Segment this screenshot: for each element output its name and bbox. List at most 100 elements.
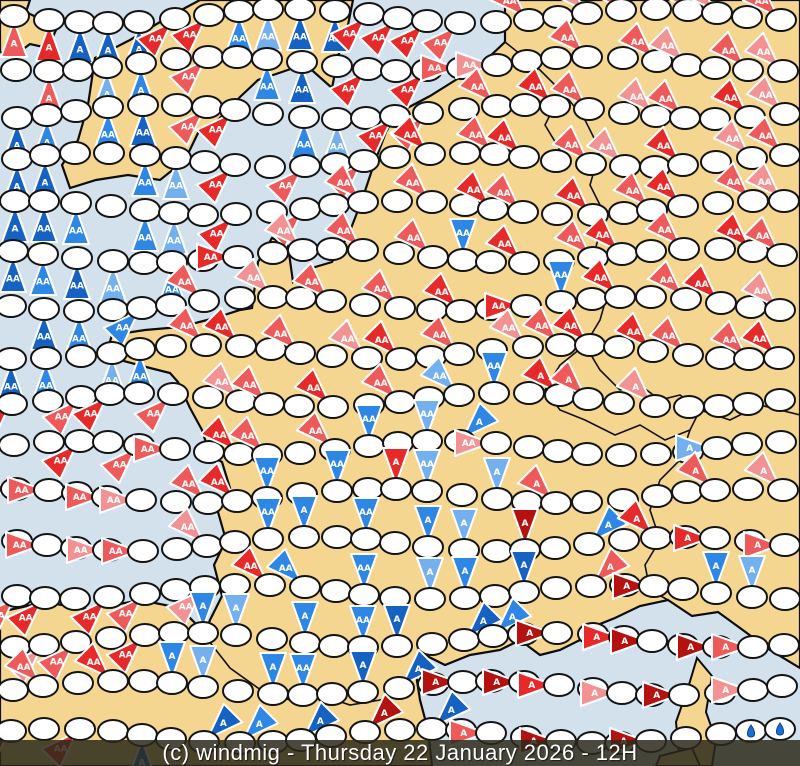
bird-ellipse bbox=[446, 483, 478, 507]
wind-glyph bbox=[509, 93, 541, 117]
wind-glyph bbox=[60, 99, 92, 123]
bird-ellipse bbox=[92, 430, 124, 454]
wind-glyph: A bbox=[612, 572, 670, 600]
bird-ellipse bbox=[347, 680, 379, 704]
wind-strength-label: AA bbox=[297, 141, 311, 151]
wind-strength-label: AA bbox=[567, 235, 581, 245]
bird-ellipse bbox=[61, 246, 93, 270]
wind-glyph bbox=[640, 442, 672, 466]
wind-glyph: AA bbox=[644, 209, 700, 261]
bird-ellipse bbox=[347, 238, 379, 262]
wind-strength-label: A bbox=[687, 643, 694, 653]
wind-glyph bbox=[381, 189, 413, 213]
wind-glyph: AA bbox=[478, 351, 510, 405]
wind-glyph bbox=[513, 381, 545, 405]
wind-glyph: A bbox=[347, 650, 379, 704]
wind-glyph bbox=[480, 10, 512, 34]
wind-strength-label: A bbox=[653, 691, 660, 701]
bird-ellipse bbox=[667, 577, 699, 601]
bird-ellipse bbox=[508, 251, 540, 275]
bird-ellipse bbox=[189, 150, 221, 174]
wind-strength-label: A bbox=[77, 46, 84, 56]
wind-strength-label: A bbox=[605, 521, 612, 531]
wind-strength-label: A bbox=[476, 418, 483, 428]
wind-glyph: AA bbox=[355, 104, 411, 156]
wind-glyph bbox=[571, 490, 603, 514]
wind-glyph: AA bbox=[101, 537, 159, 565]
wind-glyph: AA bbox=[129, 143, 161, 197]
bird-ellipse bbox=[381, 189, 413, 213]
bird-ellipse bbox=[512, 335, 544, 359]
wind-strength-label: AA bbox=[209, 181, 223, 191]
wind-glyph bbox=[62, 671, 94, 695]
wind-glyph: AA bbox=[643, 125, 699, 177]
wind-glyph bbox=[448, 97, 480, 121]
bird-ellipse bbox=[703, 394, 735, 418]
wind-strength-label: AA bbox=[181, 123, 195, 133]
bird-ellipse bbox=[160, 47, 192, 71]
bird-ellipse bbox=[353, 434, 385, 458]
wind-glyph: AA bbox=[321, 107, 353, 161]
bird-ellipse bbox=[701, 1, 733, 25]
wind-glyph bbox=[257, 241, 289, 265]
wind-glyph: AA bbox=[158, 201, 190, 255]
bird-ellipse bbox=[28, 189, 60, 213]
wind-glyph: AA bbox=[252, 497, 284, 551]
wind-glyph bbox=[540, 576, 572, 600]
wind-glyph bbox=[155, 334, 187, 358]
wind-strength-label: AA bbox=[107, 496, 121, 506]
bird-ellipse bbox=[123, 381, 155, 405]
wind-glyph: A bbox=[711, 676, 769, 704]
wind-glyph: AA bbox=[197, 461, 253, 513]
bird-ellipse bbox=[733, 347, 765, 371]
wind-glyph: AA bbox=[0, 433, 30, 457]
bird-ellipse bbox=[1, 147, 33, 171]
wind-glyph: AA bbox=[127, 93, 159, 147]
wind-glyph: AA bbox=[284, 0, 316, 51]
wind-glyph: A bbox=[515, 619, 573, 647]
wind-glyph bbox=[59, 141, 91, 165]
bird-ellipse bbox=[384, 718, 416, 742]
bird-ellipse bbox=[287, 683, 319, 707]
wind-strength-label: A bbox=[692, 467, 699, 477]
bird-ellipse bbox=[0, 294, 27, 318]
bird-ellipse bbox=[29, 586, 61, 610]
wind-strength-label: AA bbox=[757, 48, 771, 58]
wind-strength-label: AA bbox=[241, 432, 255, 442]
wind-glyph bbox=[731, 432, 763, 456]
wind-strength-label: AA bbox=[39, 382, 53, 392]
bird-ellipse bbox=[97, 669, 129, 693]
wind-glyph: A bbox=[743, 450, 799, 502]
bird-ellipse bbox=[638, 574, 670, 598]
wind-glyph: AA bbox=[61, 246, 93, 300]
bird-ellipse bbox=[0, 433, 30, 457]
wind-glyph: A bbox=[615, 366, 671, 418]
bird-ellipse bbox=[193, 3, 225, 27]
bird-ellipse bbox=[672, 343, 704, 367]
bird-ellipse bbox=[667, 153, 699, 177]
wind-glyph: AA bbox=[251, 47, 283, 101]
wind-strength-label: AA bbox=[138, 234, 152, 244]
wind-glyph: A bbox=[516, 463, 572, 515]
bird-ellipse bbox=[155, 293, 187, 317]
wind-strength-label: AA bbox=[420, 460, 434, 470]
bird-ellipse bbox=[701, 436, 733, 460]
wind-glyph: A bbox=[736, 555, 768, 609]
wind-glyph: AA bbox=[97, 249, 129, 303]
caption-bar: (c) windmig - Thursday 22 January 2026 -… bbox=[0, 740, 800, 766]
wind-strength-label: AA bbox=[260, 467, 274, 477]
rain-drop-icon bbox=[746, 724, 756, 738]
wind-strength-label: AA bbox=[178, 278, 192, 288]
bird-ellipse bbox=[318, 634, 350, 658]
wind-glyph: A bbox=[0, 4, 30, 58]
wind-strength-label: AA bbox=[659, 95, 673, 105]
wind-glyph bbox=[321, 54, 353, 78]
wind-glyph bbox=[160, 490, 192, 514]
bird-ellipse bbox=[732, 58, 764, 82]
wind-strength-label: A bbox=[270, 663, 277, 673]
wind-strength-label: AA bbox=[179, 603, 193, 613]
wind-glyph: AA bbox=[167, 95, 223, 147]
bird-ellipse bbox=[737, 189, 769, 213]
wind-strength-label: AA bbox=[428, 64, 442, 74]
wind-glyph bbox=[97, 719, 129, 743]
